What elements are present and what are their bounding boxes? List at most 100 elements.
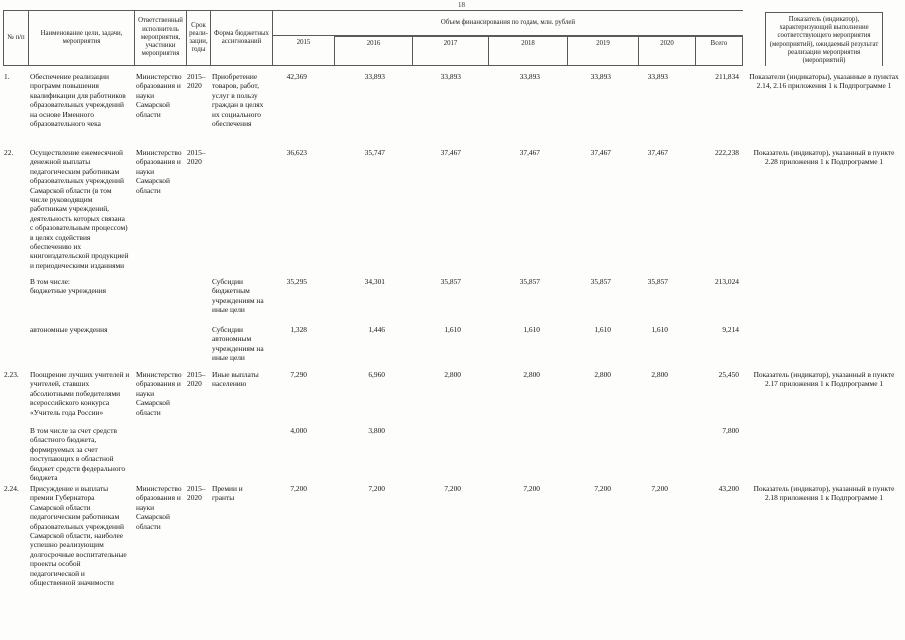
period: 2015– 2020 bbox=[187, 148, 206, 167]
header-year-2017: 2017 bbox=[412, 36, 488, 66]
row-number bbox=[3, 325, 28, 370]
measure-name: Осуществление ежемесячной денежной выпла… bbox=[30, 148, 129, 270]
header-indicator: Показатель (индикатор), характеризующий … bbox=[743, 10, 905, 66]
executor: Министерство образования и науки Самарск… bbox=[136, 370, 182, 417]
row-number: 1. bbox=[4, 72, 10, 81]
budget-form: Субсидии автономным учреждениям на иные … bbox=[212, 325, 264, 363]
budget-form: Приобретение товаров, работ, услуг в пол… bbox=[212, 72, 264, 129]
value-2019 bbox=[567, 426, 638, 484]
executor bbox=[134, 325, 186, 370]
value-2017: 1,610 bbox=[444, 325, 461, 334]
value-2015: 1,328 bbox=[290, 325, 307, 334]
value-2020: 37,467 bbox=[647, 148, 668, 157]
value-2018: 37,467 bbox=[519, 148, 540, 157]
executor: Министерство образования и науки Самарск… bbox=[136, 484, 182, 531]
header-num: № п/п bbox=[3, 10, 28, 66]
period bbox=[186, 277, 210, 325]
executor bbox=[134, 277, 186, 325]
header-executor: Ответственный исполнитель мероприятия, у… bbox=[134, 10, 186, 66]
indicator bbox=[743, 325, 905, 370]
indicator: Показатель (индикатор), указанный в пунк… bbox=[753, 484, 895, 503]
header-indicator-box: Показатель (индикатор), характеризующий … bbox=[765, 12, 883, 66]
period: 2015– 2020 bbox=[187, 370, 206, 389]
budget-form bbox=[210, 426, 272, 484]
header-year-2018: 2018 bbox=[488, 36, 567, 66]
value-2019: 37,467 bbox=[590, 148, 611, 157]
header-name: Наименование цели, задачи, мероприятия bbox=[28, 10, 134, 66]
value-2018: 35,857 bbox=[519, 277, 540, 286]
value-2020: 35,857 bbox=[647, 277, 668, 286]
indicator: Показатели (индикаторы), указанные в пун… bbox=[749, 72, 899, 91]
value-2019: 33,893 bbox=[590, 72, 611, 81]
value-2015: 36,623 bbox=[286, 148, 307, 157]
value-2016: 34,301 bbox=[364, 277, 385, 286]
indicator bbox=[743, 426, 905, 484]
value-2019: 7,200 bbox=[594, 484, 611, 493]
table-row: В том числе: бюджетные учреждения Субсид… bbox=[3, 277, 905, 325]
value-total: 211,834 bbox=[715, 72, 739, 81]
value-2018: 2,800 bbox=[523, 370, 540, 379]
indicator: Показатель (индикатор), указанный в пунк… bbox=[753, 148, 895, 167]
value-2017: 7,200 bbox=[444, 484, 461, 493]
period: 2015– 2020 bbox=[187, 72, 206, 91]
header-financing-group: Объем финансирования по годам, млн. рубл… bbox=[272, 10, 743, 36]
executor: Министерство образования и науки Самарск… bbox=[136, 72, 182, 119]
value-2018 bbox=[488, 426, 567, 484]
period bbox=[186, 426, 210, 484]
period: 2015– 2020 bbox=[187, 484, 206, 503]
table-row: 2.24. Присуждение и выплаты премии Губер… bbox=[3, 484, 905, 587]
value-total: 9,214 bbox=[722, 325, 739, 334]
value-2016: 1,446 bbox=[368, 325, 385, 334]
value-2019: 1,610 bbox=[594, 325, 611, 334]
budget-form: Субсидии бюджетным учреждениям на иные ц… bbox=[212, 277, 264, 315]
header-period: Срок реали-зации, годы bbox=[186, 10, 210, 66]
value-2015: 7,290 bbox=[290, 370, 307, 379]
value-total: 25,450 bbox=[718, 370, 739, 379]
budget-form: Иные выплаты населению bbox=[212, 370, 259, 389]
value-2016: 3,800 bbox=[368, 426, 385, 435]
value-total: 213,024 bbox=[714, 277, 739, 286]
indicator bbox=[743, 277, 905, 325]
header-year-2015: 2015 bbox=[272, 36, 334, 66]
header-form: Форма бюджетных ассигнований bbox=[210, 10, 272, 66]
row-number: 2.24. bbox=[4, 484, 19, 493]
value-2018: 7,200 bbox=[523, 484, 540, 493]
budget-form bbox=[210, 148, 272, 277]
row-number bbox=[3, 426, 28, 484]
budget-form: Премии и гранты bbox=[212, 484, 243, 503]
table-header: № п/п Наименование цели, задачи, меропри… bbox=[0, 10, 905, 66]
value-2015: 42,369 bbox=[286, 72, 307, 81]
value-2017: 2,800 bbox=[444, 370, 461, 379]
value-2020: 2,800 bbox=[651, 370, 668, 379]
value-2015: 35,295 bbox=[286, 277, 307, 286]
table-row: 1. Обеспечение реализации программ повыш… bbox=[3, 72, 905, 148]
header-year-2020: 2020 bbox=[638, 36, 695, 66]
value-2020: 7,200 bbox=[651, 484, 668, 493]
value-2017: 35,857 bbox=[440, 277, 461, 286]
executor bbox=[134, 426, 186, 484]
value-2016: 33,893 bbox=[364, 72, 385, 81]
table-row: В том числе за счет средств областного б… bbox=[3, 426, 905, 484]
value-2016: 6,960 bbox=[368, 370, 385, 379]
value-2018: 1,610 bbox=[523, 325, 540, 334]
value-2017: 33,893 bbox=[440, 72, 461, 81]
value-2018: 33,893 bbox=[519, 72, 540, 81]
table-body: 1. Обеспечение реализации программ повыш… bbox=[0, 72, 905, 587]
row-number: 2.23. bbox=[4, 370, 19, 379]
table-row: 22. Осуществление ежемесячной денежной в… bbox=[3, 148, 905, 277]
measure-name: Обеспечение реализации программ повышени… bbox=[30, 72, 126, 129]
indicator: Показатель (индикатор), указанный в пунк… bbox=[753, 370, 895, 389]
header-total: Всего bbox=[695, 36, 743, 66]
value-total: 43,200 bbox=[718, 484, 739, 493]
measure-name: В том числе: бюджетные учреждения bbox=[30, 277, 107, 296]
header-year-2016: 2016 bbox=[334, 36, 412, 66]
measure-name: Поощрение лучших учителей и учителей, ст… bbox=[30, 370, 130, 417]
executor: Министерство образования и науки Самарск… bbox=[136, 148, 182, 195]
value-2017: 37,467 bbox=[440, 148, 461, 157]
table-row: 2.23. Поощрение лучших учителей и учител… bbox=[3, 370, 905, 426]
value-2019: 35,857 bbox=[590, 277, 611, 286]
value-2017 bbox=[412, 426, 488, 484]
measure-name: Присуждение и выплаты премии Губернатора… bbox=[30, 484, 127, 588]
period bbox=[186, 325, 210, 370]
